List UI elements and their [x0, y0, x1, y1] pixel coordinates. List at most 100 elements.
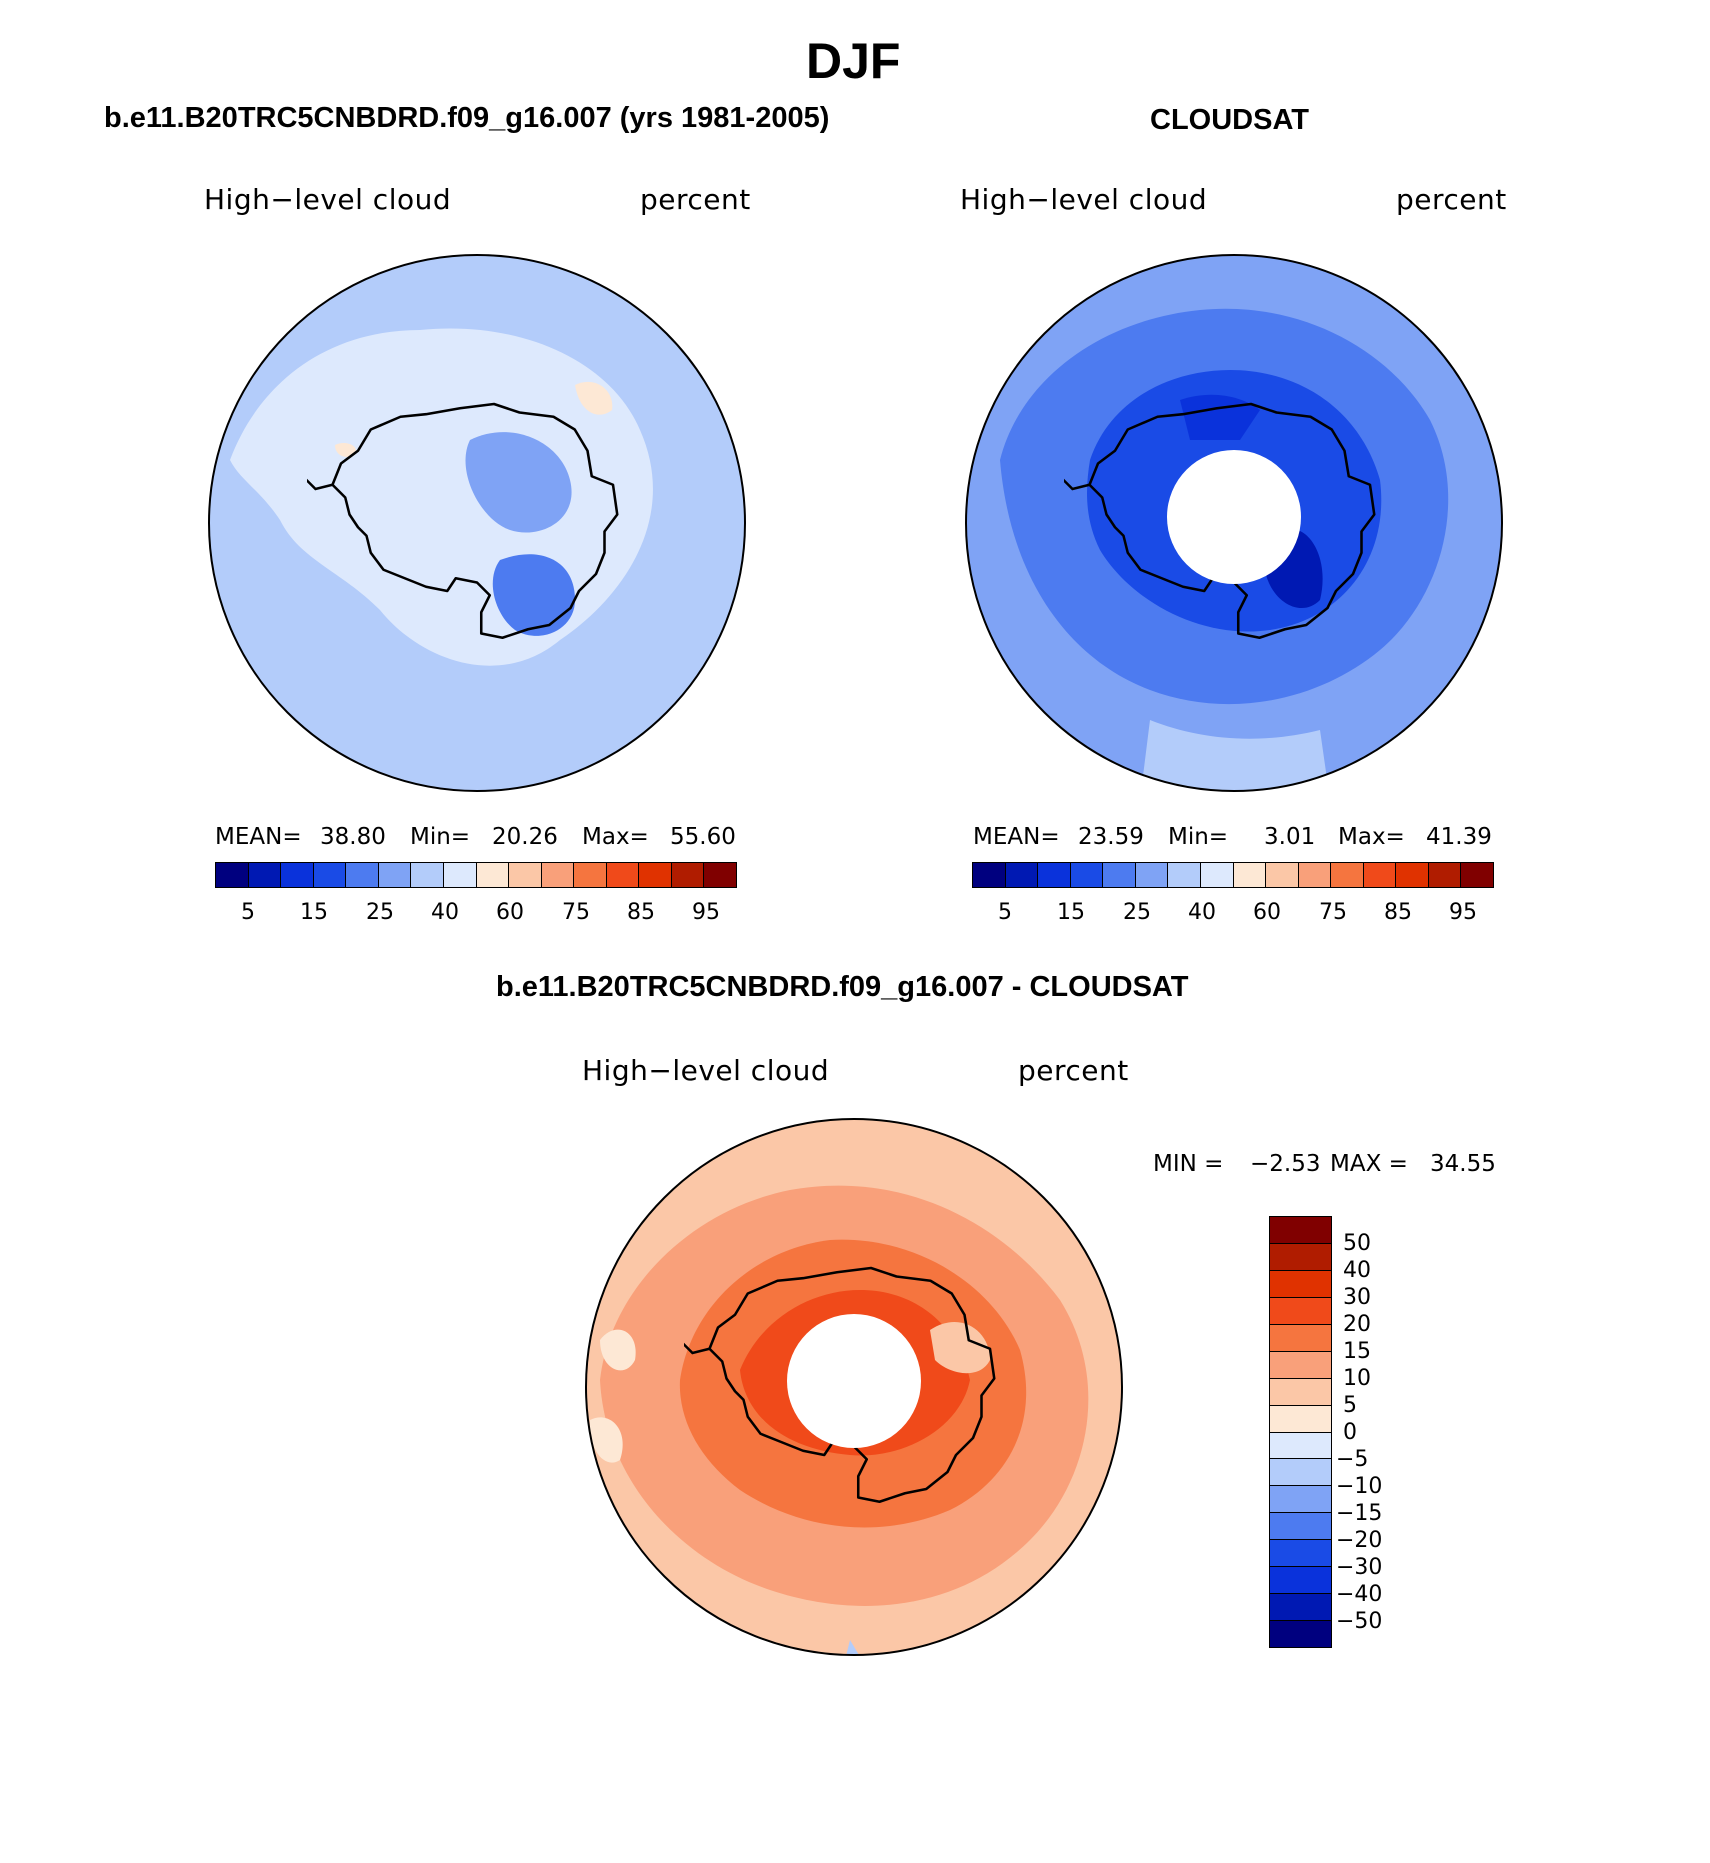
diff-colorbar-tick: 40	[1343, 1258, 1371, 1283]
diff-colorbar-tick: 20	[1343, 1312, 1371, 1337]
obs-field-contour-5	[1140, 720, 1330, 791]
model-colorbar-swatch	[639, 863, 672, 887]
model-colorbar-swatch	[443, 863, 477, 887]
diff-variable-label: High−level cloud	[582, 1054, 830, 1087]
diff-colorbar-tick: 10	[1343, 1366, 1371, 1391]
model-max-label: Max=	[582, 824, 649, 850]
model-map-border	[208, 254, 746, 792]
obs-colorbar-swatch	[1103, 863, 1136, 887]
model-colorbar-tick: 40	[431, 900, 459, 925]
model-colorbar-tick: 5	[241, 900, 255, 925]
diff-colorbar	[1269, 1216, 1332, 1648]
model-colorbar-swatch	[378, 863, 412, 887]
model-variable-label: High−level cloud	[204, 183, 452, 216]
obs-map-border	[965, 254, 1503, 792]
diff-max-label: MAX =	[1330, 1151, 1408, 1177]
model-field-contour-3	[575, 381, 613, 415]
diff-colorbar-swatch	[1270, 1567, 1331, 1595]
obs-colorbar-tick: 25	[1123, 900, 1151, 925]
diff-colorbar-swatch	[1270, 1540, 1331, 1568]
model-colorbar-swatch	[509, 863, 542, 887]
model-colorbar-tick: 15	[300, 900, 328, 925]
obs-colorbar-swatch	[1363, 863, 1397, 887]
diff-colorbar-swatch	[1270, 1217, 1331, 1244]
obs-max-value: 41.39	[1426, 824, 1492, 850]
model-max-value: 55.60	[670, 824, 736, 850]
diff-case-title: b.e11.B20TRC5CNBDRD.f09_g16.007 - CLOUDS…	[496, 971, 1189, 1003]
obs-colorbar-tick: 75	[1319, 900, 1347, 925]
model-case-title: b.e11.B20TRC5CNBDRD.f09_g16.007 (yrs 198…	[104, 102, 830, 134]
model-colorbar-tick: 95	[692, 900, 720, 925]
model-mean-label: MEAN=	[215, 824, 302, 850]
obs-colorbar-swatch	[1005, 863, 1039, 887]
obs-colorbar-tick: 85	[1384, 900, 1412, 925]
obs-colorbar-swatch	[1070, 863, 1104, 887]
model-min-value: 20.26	[492, 824, 558, 850]
obs-colorbar-swatch	[1233, 863, 1267, 887]
diff-colorbar-tick: −30	[1336, 1555, 1383, 1580]
diff-colorbar-tick: −40	[1336, 1582, 1383, 1607]
model-field-contour-2	[492, 554, 575, 636]
obs-colorbar-swatch	[1038, 863, 1071, 887]
model-colorbar-swatch	[704, 863, 736, 887]
diff-colorbar-swatch	[1270, 1351, 1331, 1379]
diff-map-border	[585, 1118, 1123, 1656]
obs-colorbar-swatch	[1396, 863, 1429, 887]
diff-pole-hole	[787, 1314, 921, 1448]
diff-colorbar-swatch	[1270, 1459, 1331, 1487]
diff-units-label: percent	[1018, 1054, 1129, 1087]
model-colorbar-swatch	[606, 863, 640, 887]
diff-colorbar-swatch	[1270, 1432, 1331, 1460]
obs-colorbar-tick: 95	[1449, 900, 1477, 925]
obs-colorbar-swatch	[1428, 863, 1462, 887]
diff-colorbar-swatch	[1270, 1405, 1331, 1433]
obs-colorbar-swatch	[1331, 863, 1364, 887]
obs-max-label: Max=	[1338, 824, 1405, 850]
obs-colorbar-swatch	[1266, 863, 1299, 887]
obs-mean-value: 23.59	[1078, 824, 1144, 850]
model-colorbar-swatch	[216, 863, 249, 887]
diff-colorbar-swatch	[1270, 1621, 1331, 1647]
diff-colorbar-tick: −10	[1336, 1474, 1383, 1499]
obs-case-title: CLOUDSAT	[1150, 104, 1309, 136]
obs-variable-label: High−level cloud	[960, 183, 1208, 216]
diff-min-value: −2.53	[1250, 1151, 1321, 1177]
model-colorbar-swatch	[248, 863, 282, 887]
model-colorbar-swatch	[313, 863, 347, 887]
model-mean-value: 38.80	[320, 824, 386, 850]
obs-colorbar-swatch	[1168, 863, 1201, 887]
model-colorbar-tick: 85	[627, 900, 655, 925]
model-units-label: percent	[640, 183, 751, 216]
diff-colorbar-tick: −5	[1336, 1447, 1369, 1472]
obs-colorbar-swatch	[1200, 863, 1234, 887]
model-min-label: Min=	[410, 824, 471, 850]
diff-field-contour-4	[930, 1321, 990, 1374]
diff-colorbar-tick: 15	[1343, 1339, 1371, 1364]
model-colorbar-swatch	[541, 863, 575, 887]
obs-min-label: Min=	[1168, 824, 1229, 850]
model-colorbar-swatch	[281, 863, 314, 887]
model-colorbar	[215, 862, 737, 888]
obs-colorbar-swatch	[1298, 863, 1332, 887]
model-colorbar-swatch	[476, 863, 510, 887]
diff-colorbar-swatch	[1270, 1270, 1331, 1298]
obs-colorbar-swatch	[1135, 863, 1169, 887]
diff-colorbar-tick: −15	[1336, 1501, 1383, 1526]
diff-colorbar-swatch	[1270, 1297, 1331, 1325]
diff-colorbar-tick: 50	[1343, 1231, 1371, 1256]
model-colorbar-swatch	[346, 863, 379, 887]
diff-field-contour-5	[600, 1329, 636, 1371]
diff-min-label: MIN =	[1153, 1151, 1224, 1177]
obs-units-label: percent	[1396, 183, 1507, 216]
obs-colorbar-tick: 15	[1057, 900, 1085, 925]
diff-colorbar-swatch	[1270, 1486, 1331, 1514]
obs-pole-hole	[1167, 450, 1301, 584]
diff-colorbar-swatch	[1270, 1378, 1331, 1406]
model-colorbar-tick: 75	[562, 900, 590, 925]
obs-colorbar-tick: 5	[998, 900, 1012, 925]
model-colorbar-swatch	[671, 863, 705, 887]
model-field-contour-4	[335, 443, 356, 457]
obs-colorbar	[972, 862, 1494, 888]
